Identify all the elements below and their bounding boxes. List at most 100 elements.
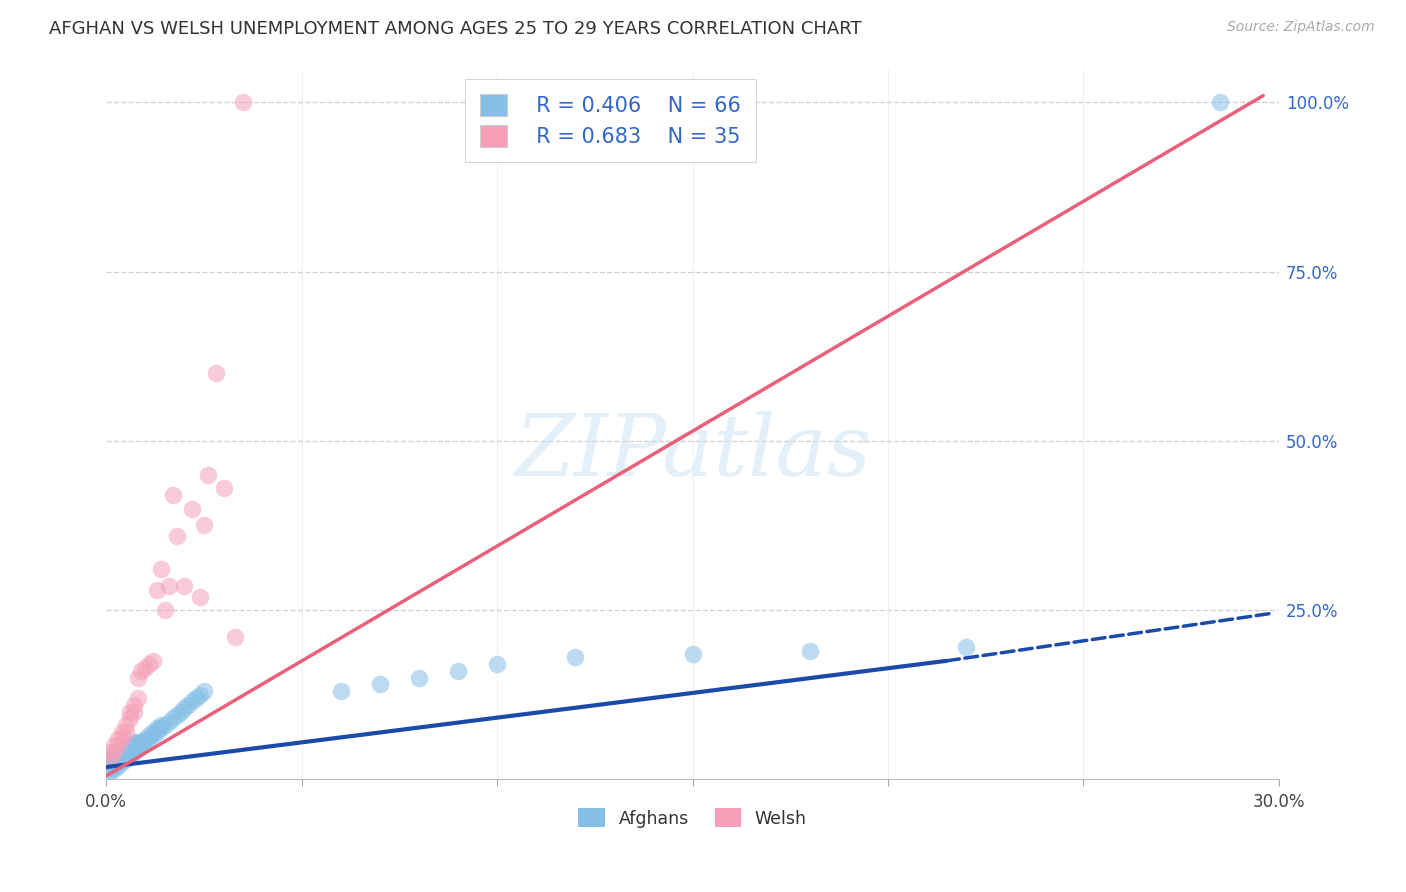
Point xyxy=(799,643,821,657)
Point xyxy=(111,752,134,766)
Point xyxy=(162,488,184,502)
Point xyxy=(111,756,134,770)
Point xyxy=(224,630,246,644)
Point xyxy=(149,722,172,736)
Point xyxy=(138,728,160,742)
Point xyxy=(193,684,215,698)
Point xyxy=(107,748,129,763)
Point xyxy=(122,745,145,759)
Point xyxy=(107,739,129,753)
Point xyxy=(682,647,704,661)
Point xyxy=(107,758,129,772)
Point xyxy=(118,741,141,756)
Point xyxy=(486,657,509,672)
Point xyxy=(157,579,180,593)
Point xyxy=(157,714,180,729)
Point xyxy=(107,756,129,770)
Point xyxy=(153,603,176,617)
Point xyxy=(131,739,153,753)
Point xyxy=(193,518,215,533)
Point xyxy=(127,735,149,749)
Point xyxy=(103,756,125,770)
Point xyxy=(114,745,136,759)
Point xyxy=(122,739,145,753)
Point xyxy=(122,698,145,712)
Point xyxy=(146,582,169,597)
Point xyxy=(122,741,145,756)
Point xyxy=(103,748,125,763)
Point xyxy=(118,745,141,759)
Point xyxy=(173,579,195,593)
Point xyxy=(114,718,136,732)
Point xyxy=(107,752,129,766)
Point xyxy=(181,501,204,516)
Point xyxy=(447,664,470,678)
Point xyxy=(166,708,188,723)
Point xyxy=(118,739,141,753)
Point xyxy=(118,711,141,725)
Point xyxy=(103,762,125,776)
Point xyxy=(188,590,211,604)
Point xyxy=(127,691,149,706)
Point xyxy=(197,467,219,482)
Point xyxy=(114,741,136,756)
Point xyxy=(114,752,136,766)
Point xyxy=(122,705,145,719)
Point xyxy=(107,745,129,759)
Point xyxy=(107,731,129,746)
Point xyxy=(188,688,211,702)
Point xyxy=(118,705,141,719)
Point xyxy=(955,640,977,655)
Point xyxy=(329,684,352,698)
Point xyxy=(98,745,121,759)
Point xyxy=(127,739,149,753)
Point xyxy=(127,741,149,756)
Point xyxy=(122,735,145,749)
Point xyxy=(149,562,172,576)
Point xyxy=(111,731,134,746)
Text: AFGHAN VS WELSH UNEMPLOYMENT AMONG AGES 25 TO 29 YEARS CORRELATION CHART: AFGHAN VS WELSH UNEMPLOYMENT AMONG AGES … xyxy=(49,20,862,37)
Point xyxy=(111,748,134,763)
Point xyxy=(169,705,191,719)
Point xyxy=(232,95,254,110)
Point xyxy=(103,739,125,753)
Point xyxy=(98,762,121,776)
Point xyxy=(134,735,156,749)
Point xyxy=(111,724,134,739)
Point xyxy=(98,758,121,772)
Point xyxy=(103,752,125,766)
Point xyxy=(153,718,176,732)
Point xyxy=(142,724,165,739)
Point xyxy=(181,694,204,708)
Point xyxy=(111,745,134,759)
Point xyxy=(138,657,160,672)
Point xyxy=(162,711,184,725)
Point xyxy=(98,756,121,770)
Point xyxy=(564,650,586,665)
Text: Source: ZipAtlas.com: Source: ZipAtlas.com xyxy=(1227,20,1375,34)
Point xyxy=(98,752,121,766)
Point xyxy=(408,671,430,685)
Point xyxy=(173,701,195,715)
Point xyxy=(127,671,149,685)
Point xyxy=(118,748,141,763)
Text: ZIPatlas: ZIPatlas xyxy=(515,411,872,493)
Point xyxy=(166,528,188,542)
Point xyxy=(177,698,200,712)
Point xyxy=(149,718,172,732)
Point xyxy=(114,724,136,739)
Point xyxy=(186,691,208,706)
Point xyxy=(134,731,156,746)
Point xyxy=(204,366,226,380)
Point xyxy=(146,724,169,739)
Point xyxy=(131,735,153,749)
Legend: Afghans, Welsh: Afghans, Welsh xyxy=(571,801,814,835)
Point xyxy=(368,677,391,691)
Point xyxy=(103,745,125,759)
Point xyxy=(142,728,165,742)
Point xyxy=(1209,95,1232,110)
Point xyxy=(138,731,160,746)
Point xyxy=(103,758,125,772)
Point xyxy=(212,481,235,495)
Point xyxy=(134,660,156,674)
